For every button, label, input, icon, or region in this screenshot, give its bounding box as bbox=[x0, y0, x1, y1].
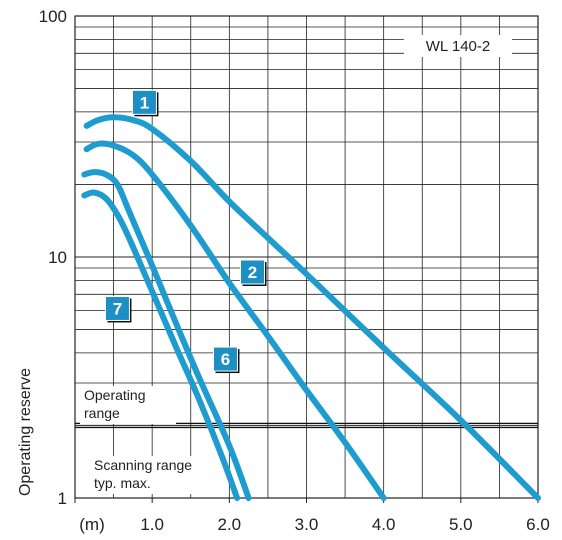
operating-range-label-line1: Operating bbox=[84, 387, 145, 403]
y-tick-label: 100 bbox=[39, 7, 67, 26]
badge-number: 6 bbox=[221, 350, 230, 369]
scanning-range-label-line2: typ. max. bbox=[94, 475, 151, 491]
badge-box bbox=[239, 259, 265, 285]
badge-box bbox=[131, 89, 157, 115]
curve-1 bbox=[83, 114, 541, 501]
y-tick-label: 10 bbox=[48, 248, 67, 267]
curve-badge-1: 1 bbox=[131, 89, 159, 117]
badge-layer: 1 2 6 7 bbox=[104, 89, 267, 374]
x-tick-label: 2.0 bbox=[218, 515, 242, 534]
x-tick-label: 6.0 bbox=[526, 515, 550, 534]
curve-2 bbox=[83, 140, 387, 501]
curve-layer bbox=[81, 114, 541, 501]
x-tick-label: 3.0 bbox=[295, 515, 319, 534]
x-tick-label: 1.0 bbox=[140, 515, 164, 534]
curve-7 bbox=[81, 189, 241, 501]
badge-number: 2 bbox=[248, 263, 257, 282]
scanning-range-label-background bbox=[90, 456, 202, 494]
operating-range-label-line2: range bbox=[84, 405, 120, 421]
curve-badge-7: 7 bbox=[104, 295, 132, 323]
badge-number: 1 bbox=[140, 93, 149, 112]
model-label-background bbox=[404, 35, 512, 57]
x-tick-label: 5.0 bbox=[449, 515, 473, 534]
badge-box bbox=[212, 346, 238, 372]
grid-layer bbox=[74, 15, 539, 503]
curve-6 bbox=[81, 169, 252, 501]
operating-range-label-background bbox=[80, 386, 176, 424]
model-label: WL 140-2 bbox=[426, 38, 490, 55]
scanning-range-label-line1: Scanning range bbox=[94, 457, 192, 473]
x-tick-label: 4.0 bbox=[372, 515, 396, 534]
badge-box bbox=[104, 295, 130, 321]
y-tick-label: 1 bbox=[58, 489, 67, 508]
text-layer: 1.0 2.0 3.0 4.0 5.0 6.0 100 10 1 bbox=[39, 7, 550, 534]
curve-badge-2: 2 bbox=[239, 259, 267, 287]
curve-badge-6: 6 bbox=[212, 346, 240, 374]
y-axis-label: Operating reserve bbox=[17, 368, 34, 496]
x-axis-unit-label: (m) bbox=[79, 515, 104, 534]
badge-number: 7 bbox=[113, 299, 122, 318]
